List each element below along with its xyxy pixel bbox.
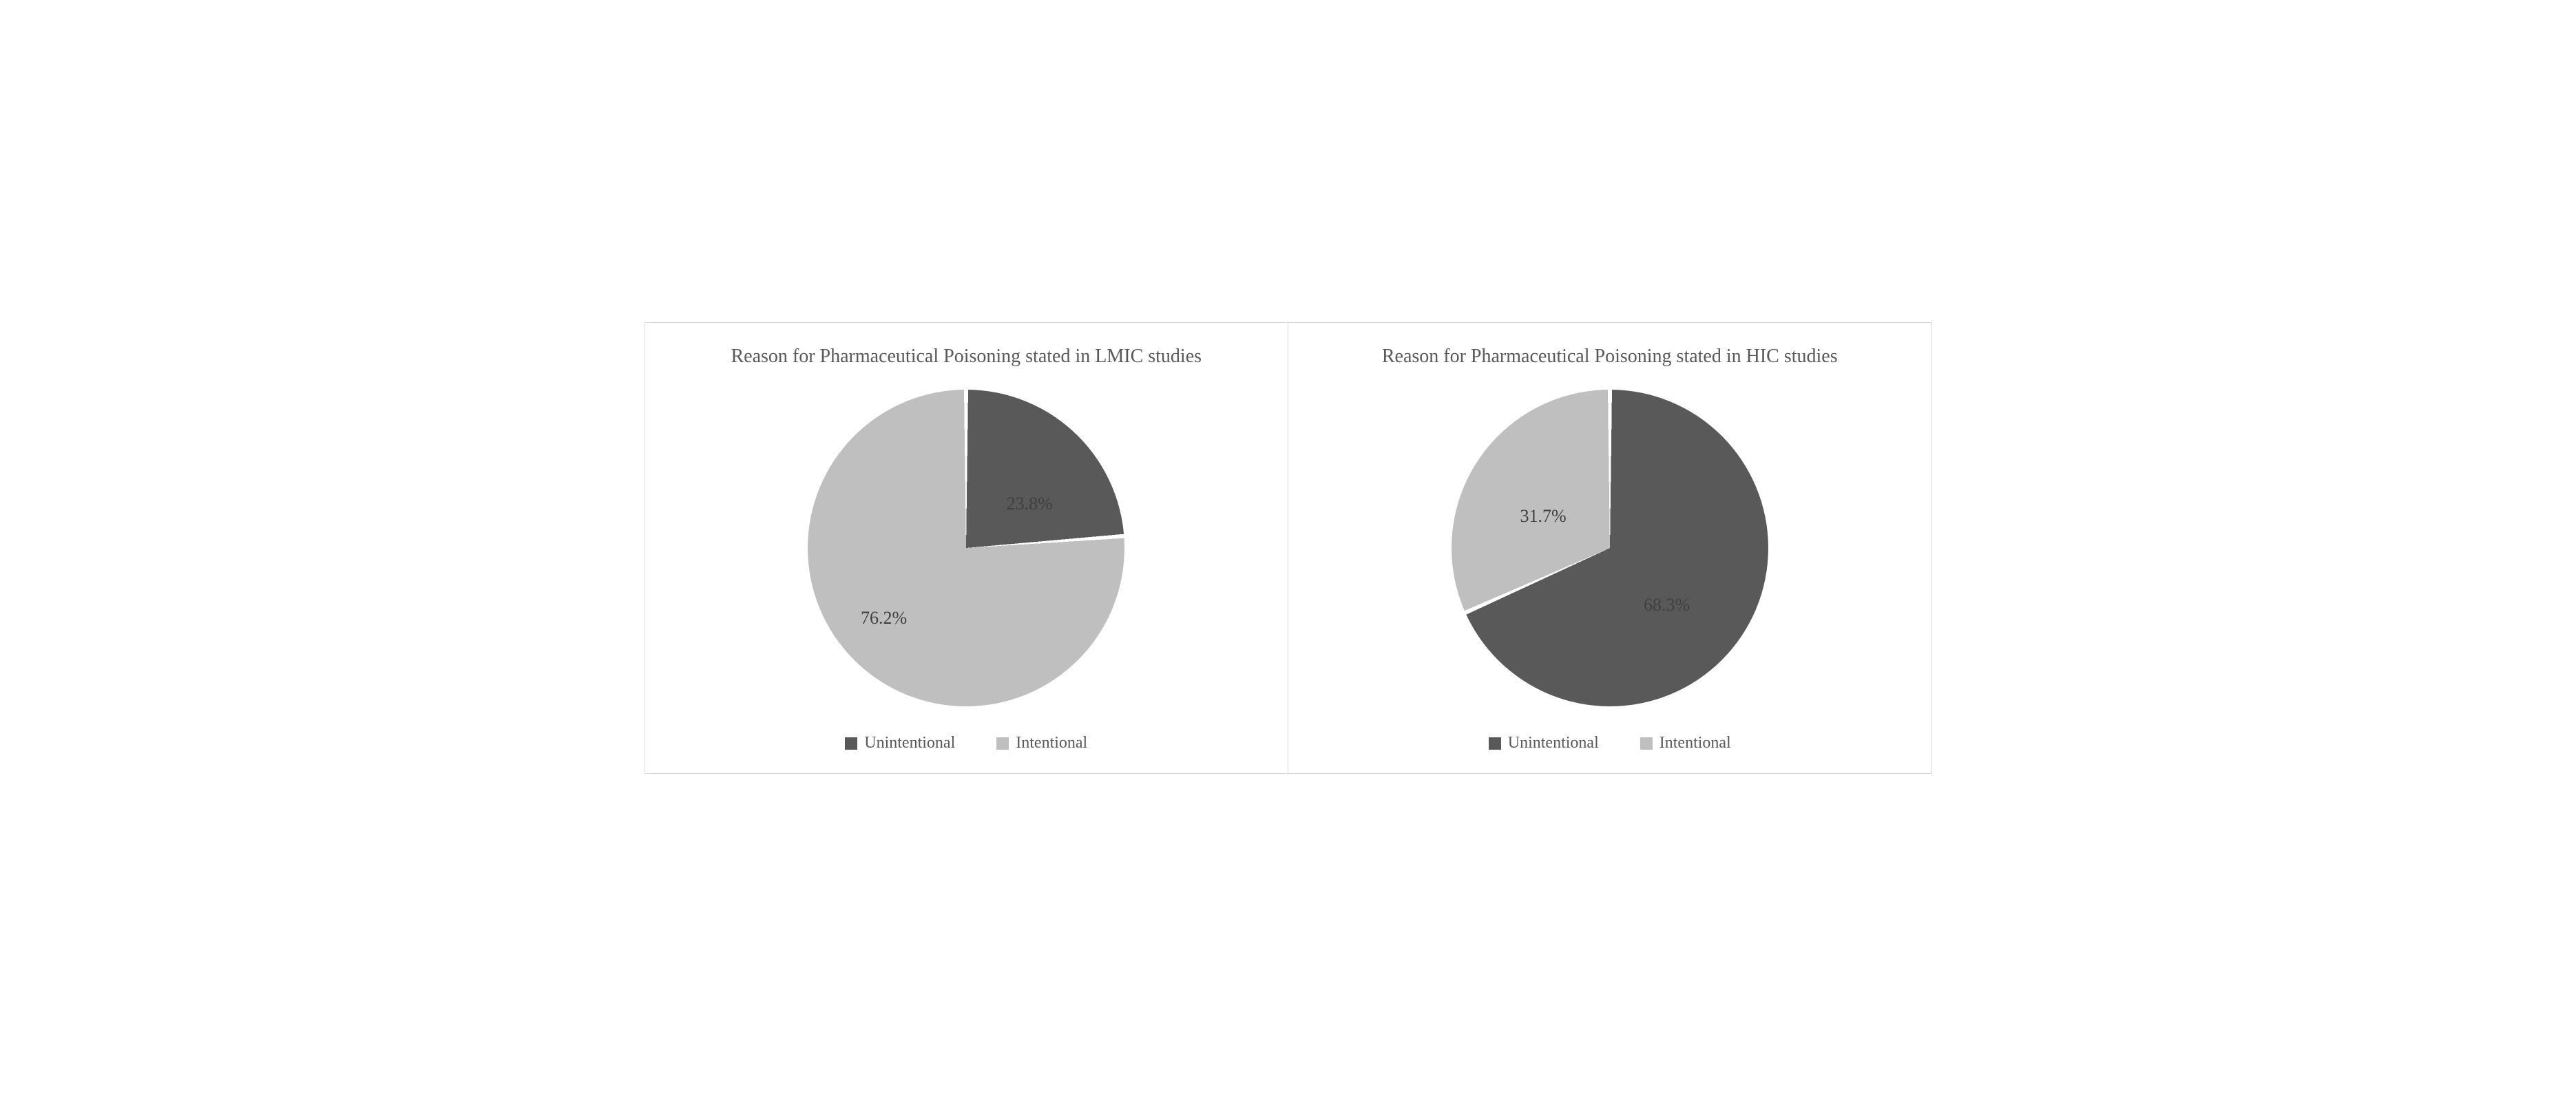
slice-label: 76.2% — [861, 608, 907, 629]
pie-chart-lmic: 23.8% 76.2% — [808, 390, 1124, 706]
legend-item: Unintentional — [845, 734, 955, 752]
chart-pair: Reason for Pharmaceutical Poisoning stat… — [645, 322, 1932, 774]
pie-chart-hic: 68.3% 31.7% — [1452, 390, 1768, 706]
legend-item: Intentional — [1640, 734, 1731, 752]
legend-label: Unintentional — [1508, 734, 1599, 752]
legend-lmic: Unintentional Intentional — [845, 734, 1087, 752]
panel-hic: Reason for Pharmaceutical Poisoning stat… — [1288, 322, 1932, 774]
slice-label: 23.8% — [1007, 494, 1053, 514]
panel-lmic: Reason for Pharmaceutical Poisoning stat… — [645, 322, 1289, 774]
chart-title-lmic: Reason for Pharmaceutical Poisoning stat… — [731, 344, 1202, 370]
legend-item: Unintentional — [1489, 734, 1599, 752]
pie-hic — [1452, 390, 1768, 706]
chart-title-hic: Reason for Pharmaceutical Poisoning stat… — [1382, 344, 1838, 370]
slice-label: 68.3% — [1644, 595, 1690, 615]
pie-lmic — [808, 390, 1124, 706]
legend-label: Unintentional — [864, 734, 955, 752]
legend-swatch — [845, 737, 857, 750]
legend-label: Intentional — [1659, 734, 1731, 752]
legend-item: Intentional — [996, 734, 1087, 752]
legend-swatch — [1489, 737, 1501, 750]
legend-label: Intentional — [1016, 734, 1087, 752]
legend-swatch — [996, 737, 1009, 750]
legend-hic: Unintentional Intentional — [1489, 734, 1731, 752]
legend-swatch — [1640, 737, 1653, 750]
slice-label: 31.7% — [1520, 506, 1567, 527]
